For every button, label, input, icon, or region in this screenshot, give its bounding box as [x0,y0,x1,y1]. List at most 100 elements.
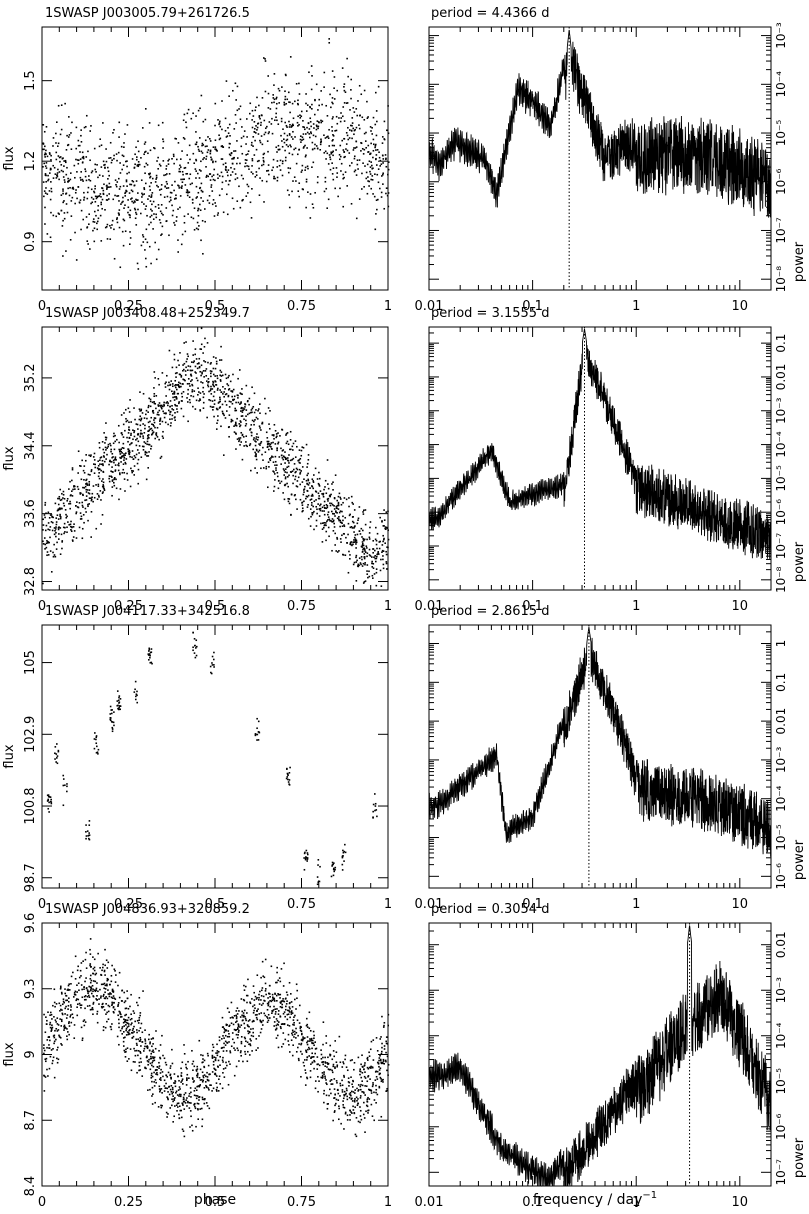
data-point [289,112,291,114]
data-point [198,149,200,151]
data-point [123,1041,125,1043]
data-point [45,192,47,194]
data-point [387,1025,389,1027]
data-point [328,42,330,44]
data-point [310,525,312,527]
data-point [141,179,143,181]
data-point [335,149,337,151]
data-point [245,435,247,437]
data-point [79,492,81,494]
data-point [143,193,145,195]
data-point [269,996,271,998]
data-point [363,153,365,155]
data-point [376,174,378,176]
data-point [269,428,271,430]
data-point [344,517,346,519]
data-point [205,119,207,121]
data-point [125,230,127,232]
data-point [359,530,361,532]
data-point [144,1029,146,1031]
data-point [158,207,160,209]
data-point [344,90,346,92]
data-point [369,538,371,540]
data-point [264,398,266,400]
data-point [123,455,125,457]
data-point [348,506,350,508]
data-point [167,424,169,426]
data-point [139,415,141,417]
data-point [192,153,194,155]
data-point [97,493,99,495]
data-point [291,191,293,193]
data-point [278,441,280,443]
data-point [382,155,384,157]
data-point [279,482,281,484]
data-point [313,511,315,513]
data-point [150,1077,152,1079]
data-point [319,508,321,510]
data-point [197,380,199,382]
data-point [292,131,294,133]
data-point [388,192,390,194]
data-point [375,149,377,151]
data-point [94,970,96,972]
data-point [293,469,295,471]
data-point [94,464,96,466]
data-point [139,410,141,412]
data-point [150,182,152,184]
data-point [232,374,234,376]
data-point [372,1115,374,1117]
data-point [340,170,342,172]
data-point [118,697,120,699]
data-point [93,241,95,243]
data-point [263,1013,265,1015]
data-point [248,186,250,188]
data-point [307,852,309,854]
data-point [318,495,320,497]
data-point [136,1050,138,1052]
data-point [273,102,275,104]
data-point [379,548,381,550]
data-point [61,493,63,495]
data-point [282,429,284,431]
data-point [88,484,90,486]
data-point [179,165,181,167]
data-point [367,1099,369,1101]
data-point [192,370,194,372]
data-point [358,518,360,520]
data-point [345,554,347,556]
data-point [364,550,366,552]
data-point [194,371,196,373]
data-point [350,541,352,543]
data-point [336,176,338,178]
data-point [217,409,219,411]
data-point [241,175,243,177]
data-point [191,391,193,393]
data-point [49,172,51,174]
data-point [360,1089,362,1091]
data-point [213,374,215,376]
data-point [181,185,183,187]
data-point [196,1098,198,1100]
data-point [210,388,212,390]
data-point [45,187,47,189]
data-point [131,472,133,474]
data-point [311,166,313,168]
data-point [87,151,89,153]
data-point [101,187,103,189]
data-point [244,989,246,991]
data-point [158,1062,160,1064]
data-point [99,459,101,461]
data-point [201,1108,203,1110]
data-point [185,1092,187,1094]
star-title: 1SWASP J004117.33+342516.8 [45,604,250,619]
data-point [314,500,316,502]
data-point [140,213,142,215]
data-point [210,672,212,674]
data-point [385,1041,387,1043]
data-point [306,127,308,129]
data-point [88,175,90,177]
data-point [125,161,127,163]
data-point [212,388,214,390]
data-point [91,469,93,471]
